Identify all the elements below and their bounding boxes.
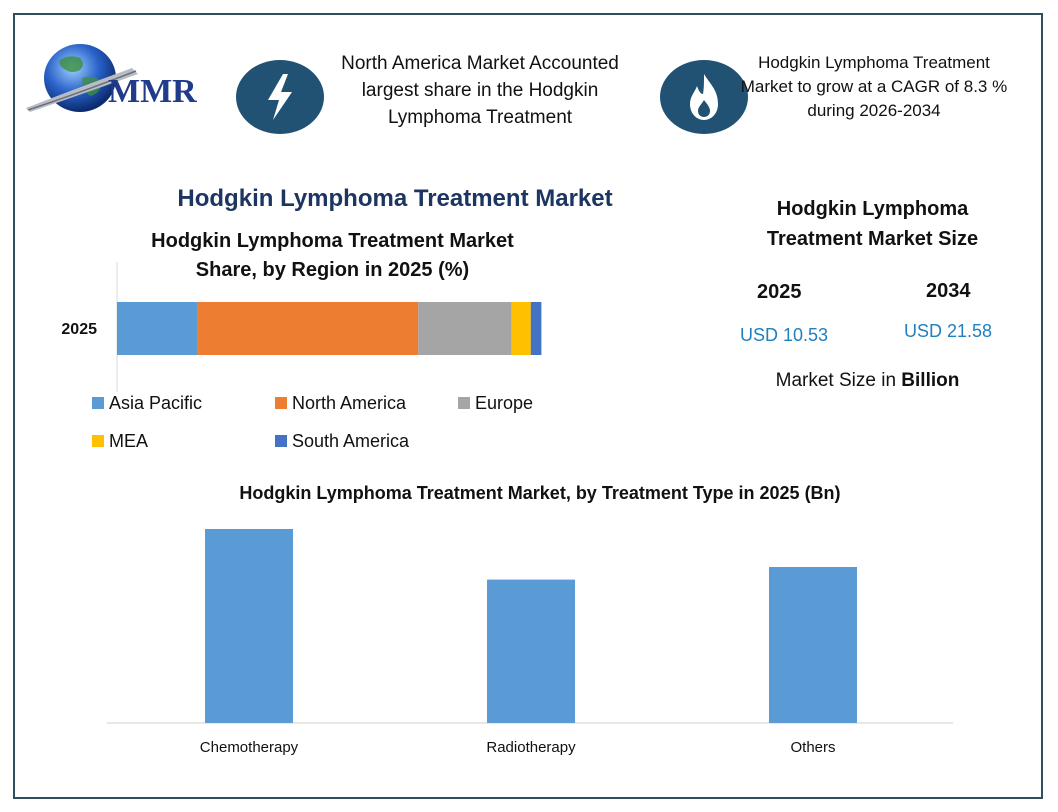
info-cagr: Hodgkin Lymphoma Treatment Market to gro… (740, 53, 1008, 120)
legend-label-asia-pacific: Asia Pacific (109, 393, 202, 413)
legend-label-europe: Europe (475, 393, 533, 413)
info-north-america: North America Market Accounted largest s… (341, 53, 619, 128)
market-size-unit-note: Market Size in Billion (775, 370, 960, 391)
lightning-bolt-icon (236, 60, 324, 134)
tick-label-chemotherapy: Chemotherapy (200, 739, 299, 756)
legend-swatch-asia-pacific (92, 397, 104, 409)
treatment-type-chart: Chemotherapy Radiotherapy Others (107, 529, 953, 756)
infographic-frame (13, 13, 1043, 799)
legend-label-south-america: South America (292, 431, 410, 451)
region-segment-south-america (530, 302, 542, 355)
logo-text: MMR (108, 73, 197, 110)
mmr-logo (22, 38, 212, 118)
region-share-chart: 2025 Asia Pacific North America Europe MEA S… (61, 262, 542, 451)
legend-label-mea: MEA (109, 431, 148, 451)
main-title: Hodgkin Lymphoma Treatment Market (177, 185, 613, 212)
region-segment-asia-pacific (117, 302, 198, 355)
tick-label-others: Others (790, 739, 835, 756)
value-2034: USD 21.58 (904, 321, 993, 341)
year-2034-label: 2034 (926, 280, 971, 302)
value-2025: USD 10.53 (740, 325, 829, 345)
tick-label-radiotherapy: Radiotherapy (486, 739, 576, 756)
treatment-chart-title: Hodgkin Lymphoma Treatment Market, by Tr… (239, 483, 841, 503)
legend-swatch-europe (458, 397, 470, 409)
year-2025-label: 2025 (757, 281, 802, 303)
region-segment-mea (511, 302, 531, 355)
region-segment-north-america (197, 302, 419, 355)
legend-swatch-north-america (275, 397, 287, 409)
legend-swatch-south-america (275, 435, 287, 447)
legend-swatch-mea (92, 435, 104, 447)
bar-radiotherapy (487, 579, 575, 723)
bar-chemotherapy (205, 529, 293, 723)
region-chart-title: Hodgkin Lymphoma Treatment Market Share,… (151, 230, 514, 281)
bar-others (769, 567, 857, 723)
region-segment-europe (418, 302, 512, 355)
flame-icon (660, 60, 748, 134)
region-category-label: 2025 (61, 321, 97, 338)
legend-label-north-america: North America (292, 393, 407, 413)
market-size-title: Hodgkin Lymphoma Treatment Market Size (766, 198, 979, 250)
